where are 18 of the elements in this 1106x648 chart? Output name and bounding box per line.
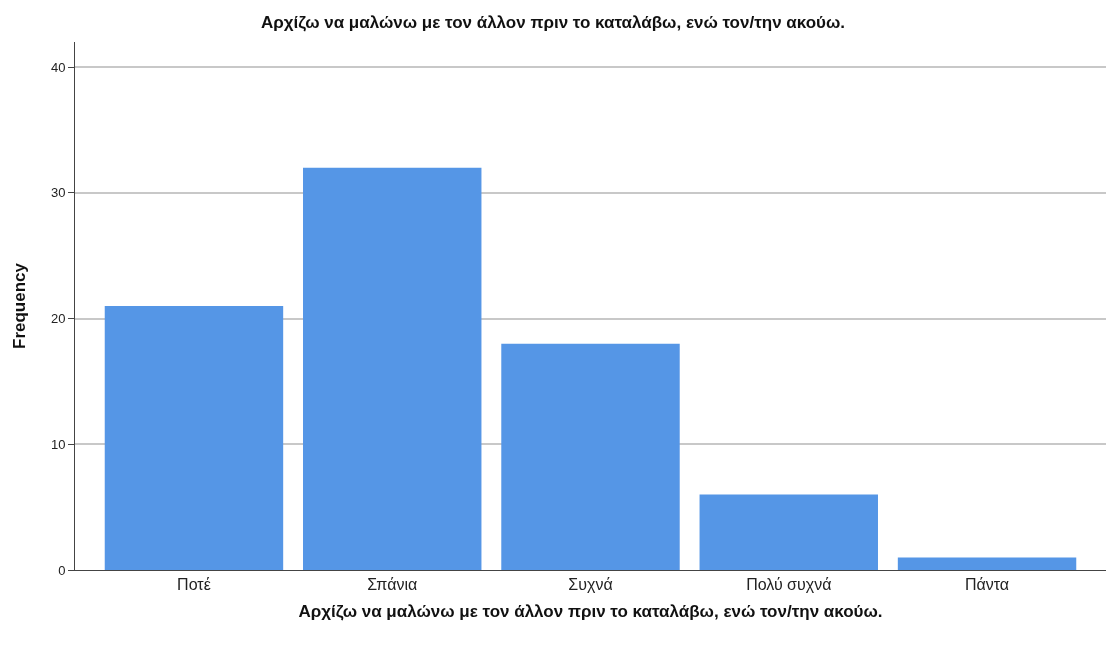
x-tick-label: Πάντα bbox=[964, 576, 1010, 594]
bar bbox=[897, 557, 1077, 570]
bar bbox=[104, 306, 284, 570]
y-tick-label: 40 bbox=[50, 59, 66, 75]
x-axis-title: Αρχίζω να μαλώνω με τον άλλον πριν το καταλάβω, ενώ τον/την ακούω. bbox=[298, 601, 883, 621]
bar bbox=[699, 494, 878, 570]
y-tick-label: 20 bbox=[50, 311, 66, 327]
x-tick-label: Συχνά bbox=[568, 576, 613, 594]
y-axis-title: Frequency bbox=[10, 262, 30, 349]
bar bbox=[303, 167, 482, 570]
bar bbox=[501, 343, 680, 570]
y-tick-label: 30 bbox=[50, 185, 66, 201]
chart-title: Αρχίζω να μαλώνω με τον άλλον πριν το καταλάβω, ενώ τον/την ακούω. bbox=[260, 13, 846, 33]
y-tick-label: 10 bbox=[50, 436, 66, 452]
x-tick-label: Πολύ συχνά bbox=[746, 576, 832, 594]
x-tick-label: Σπάνια bbox=[367, 576, 418, 594]
x-tick-label: Ποτέ bbox=[177, 576, 211, 594]
y-tick-label: 0 bbox=[58, 562, 66, 578]
